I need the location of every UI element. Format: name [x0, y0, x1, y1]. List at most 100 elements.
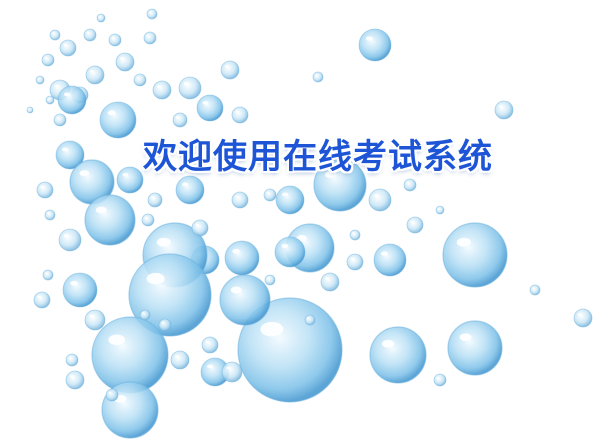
bubble	[435, 205, 445, 215]
bubble	[62, 272, 98, 308]
bubble	[304, 314, 316, 326]
bubble-highlight	[230, 286, 242, 294]
bubble-highlight	[260, 321, 284, 337]
bubble	[35, 75, 45, 85]
bubble	[358, 28, 392, 62]
bubble	[84, 194, 136, 246]
bubble	[433, 373, 447, 387]
bubble-highlight	[410, 220, 414, 223]
bubble-highlight	[64, 92, 71, 97]
bubble	[85, 65, 105, 85]
bubble	[57, 85, 87, 115]
bubble-highlight	[47, 212, 50, 214]
bubble	[494, 100, 514, 120]
bubble	[65, 353, 79, 367]
bubble	[36, 181, 54, 199]
bubble-highlight	[205, 340, 209, 343]
bubble	[65, 370, 85, 390]
bubble	[264, 274, 276, 286]
bubble	[49, 29, 61, 41]
bubble	[115, 52, 135, 72]
bubble	[274, 236, 306, 268]
bubble	[152, 80, 172, 100]
bubble-highlight	[202, 100, 209, 105]
bubble-highlight	[183, 82, 189, 86]
bubble-highlight	[119, 57, 124, 60]
bubble	[170, 350, 190, 370]
bubble	[529, 284, 541, 296]
bubble-highlight	[382, 339, 395, 348]
bubble	[84, 309, 106, 331]
bubble-highlight	[365, 36, 373, 41]
bubble	[147, 192, 163, 208]
bubble-highlight	[62, 147, 69, 152]
bubble-highlight	[182, 182, 189, 187]
bubble	[133, 73, 147, 87]
bubble	[403, 178, 417, 192]
bubble-highlight	[436, 376, 440, 379]
bubble	[373, 243, 407, 277]
bubble	[219, 274, 271, 326]
bubble-highlight	[89, 70, 94, 73]
bubble-highlight	[174, 355, 179, 358]
bubble-highlight	[456, 237, 471, 247]
bubble-highlight	[40, 185, 44, 188]
bubble	[146, 8, 158, 20]
bubble-highlight	[111, 36, 115, 39]
bubble	[59, 39, 77, 57]
bubble-highlight	[352, 232, 355, 234]
bubble-highlight	[232, 248, 240, 254]
bubble-highlight	[56, 116, 60, 119]
bubble	[263, 188, 277, 202]
bubble-highlight	[373, 194, 379, 198]
bubble	[41, 53, 55, 67]
bubble-highlight	[68, 356, 72, 359]
bubble	[105, 388, 119, 402]
bubble-highlight	[108, 391, 112, 394]
bubble	[201, 336, 219, 354]
bubble	[224, 240, 260, 276]
bubble	[178, 76, 202, 100]
bubble	[447, 320, 503, 376]
bubble-highlight	[142, 312, 145, 314]
bubble	[175, 175, 205, 205]
bubble	[573, 308, 593, 328]
bubble-highlight	[176, 116, 180, 119]
bubble-highlight	[95, 206, 107, 214]
bubble	[158, 318, 172, 332]
bubble-highlight	[144, 216, 148, 219]
bubble-highlight	[37, 295, 41, 298]
bubble	[172, 112, 188, 128]
welcome-title: 欢迎使用在线考试系统	[143, 137, 493, 177]
bubble-highlight	[459, 333, 472, 341]
bubble-highlight	[63, 43, 67, 46]
bubble-highlight	[156, 85, 161, 88]
bubble-highlight	[149, 11, 152, 13]
bubble	[116, 166, 144, 194]
bubble-highlight	[45, 272, 48, 274]
bubble	[191, 219, 209, 237]
bubble	[26, 106, 34, 114]
bubble	[349, 229, 361, 241]
bubble	[196, 94, 224, 122]
bubble-highlight	[136, 76, 140, 79]
bubble-highlight	[380, 251, 388, 256]
bubble-highlight	[195, 223, 199, 226]
bubble-highlight	[324, 277, 329, 280]
bubble	[312, 71, 324, 83]
bubble	[320, 272, 340, 292]
bubble	[141, 213, 155, 227]
bubble	[221, 361, 243, 383]
bubble-highlight	[224, 65, 229, 68]
bubble	[83, 28, 97, 42]
bubble-highlight	[54, 84, 59, 88]
bubble	[96, 13, 106, 23]
bubble-highlight	[146, 272, 165, 285]
bubble	[231, 191, 249, 209]
bubble	[368, 188, 392, 212]
bubble-highlight	[325, 170, 337, 179]
bubble-highlight	[235, 110, 239, 113]
bubble	[442, 222, 508, 288]
